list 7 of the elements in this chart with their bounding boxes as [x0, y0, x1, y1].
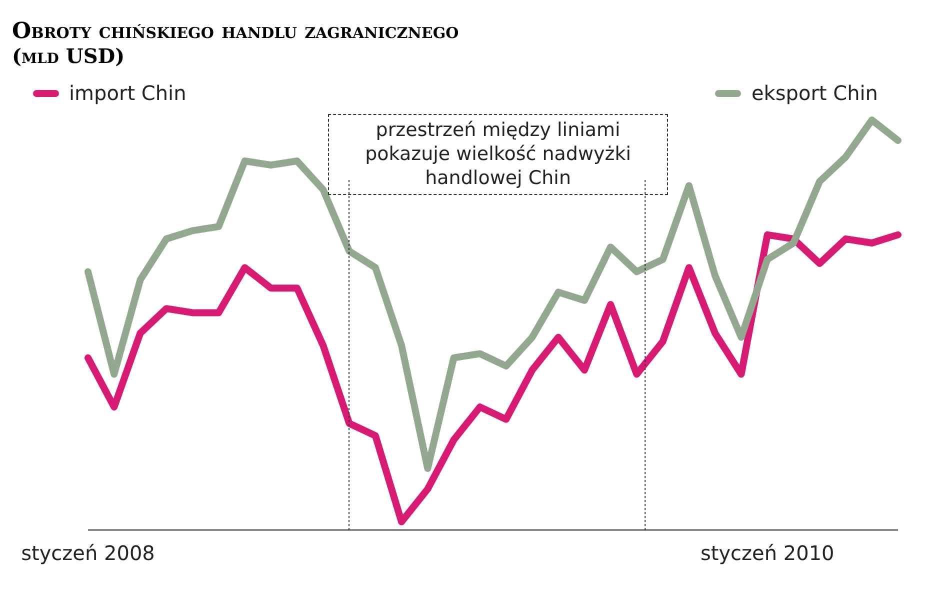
- x-tick-label: styczeń 2010: [700, 541, 834, 565]
- legend-label: eksport Chin: [751, 81, 878, 105]
- legend-label: import Chin: [69, 81, 186, 105]
- chart-title: Obroty chińskiego handlu zagranicznego: [11, 17, 460, 44]
- chart-subtitle: (mld USD): [11, 44, 126, 70]
- annotation: przestrzeń między liniami pokazuje wielkość nadwyżki handlowej Chin: [328, 114, 668, 196]
- x-tick-label: styczeń 2008: [21, 541, 155, 565]
